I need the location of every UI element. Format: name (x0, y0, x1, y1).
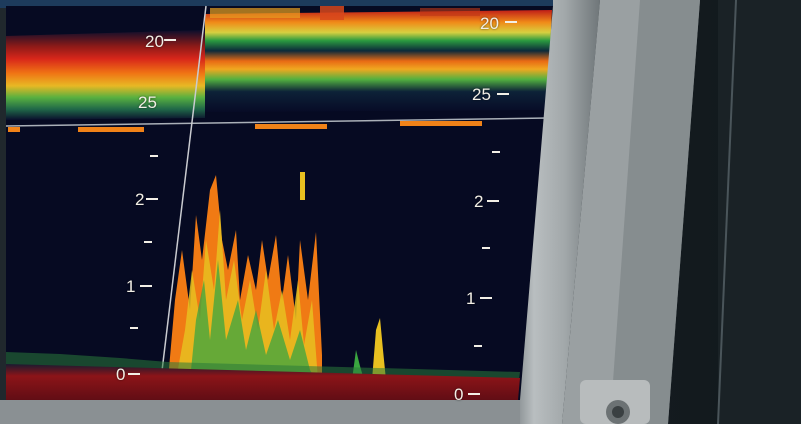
surface-echo-specks (210, 6, 480, 20)
echo-band-upper-left (6, 30, 205, 120)
echo-band-upper-right (205, 10, 552, 112)
depth-label-upper-left-25: 25 (138, 93, 157, 112)
housing-panel (718, 0, 801, 424)
range-markers (8, 121, 482, 132)
depth-label-upper-left-20: 20 (145, 32, 164, 51)
control-knob[interactable] (580, 380, 650, 424)
time-cursor-line (157, 5, 207, 405)
depth-label-lower-left-1: 1 (126, 277, 136, 296)
depth-label-lower-left-0: 0 (116, 365, 126, 384)
depth-label-upper-right-25: 25 (472, 85, 491, 104)
bottom-bezel (0, 400, 520, 424)
range-divider-line (5, 117, 549, 127)
depth-label-lower-left-2: 2 (135, 190, 145, 209)
housing-edge-line (717, 0, 737, 424)
depth-label-upper-right-20: 20 (480, 14, 499, 33)
monitor-bezel (512, 0, 600, 424)
top-strip (0, 0, 560, 8)
depth-ticks-left (128, 39, 176, 375)
bezel-shadow (610, 0, 700, 424)
depth-label-lower-right-2: 2 (474, 192, 484, 211)
depth-ticks-right (468, 21, 517, 395)
depth-label-lower-right-1: 1 (466, 289, 476, 308)
fish-echo-spikes (168, 172, 386, 380)
depth-label-lower-right-0: 0 (454, 385, 464, 404)
